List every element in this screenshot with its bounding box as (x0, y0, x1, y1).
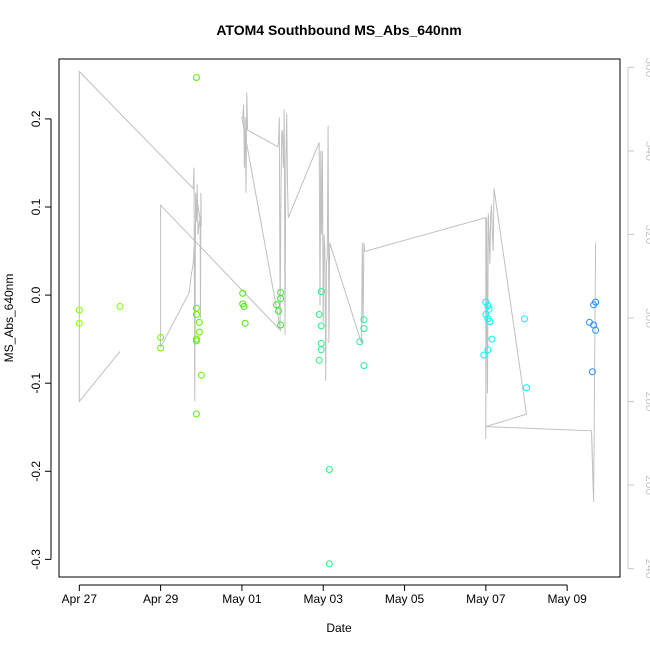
data-point (360, 316, 368, 324)
data-point (317, 346, 325, 354)
data-point (360, 325, 368, 333)
data-point (317, 322, 325, 330)
data-point (315, 356, 323, 364)
data-point (157, 344, 165, 352)
data-point (275, 307, 282, 315)
x-tick-label: Apr 29 (143, 592, 179, 606)
data-point (195, 328, 203, 336)
y-tick-label: 0.0 (29, 286, 43, 303)
y-tick-label: 0.1 (29, 198, 43, 215)
data-point (157, 333, 165, 341)
data-point (488, 335, 496, 343)
data-point (317, 340, 325, 347)
data-point (195, 318, 203, 326)
data-point (592, 298, 600, 306)
data-point (486, 318, 494, 325)
data-point (75, 319, 83, 327)
y2-tick-label: 260 (643, 475, 650, 495)
data-point (523, 384, 530, 392)
data-point (521, 315, 528, 323)
data-point (325, 560, 333, 568)
x-tick-label: May 07 (466, 592, 506, 606)
data-point (592, 326, 600, 334)
y2-tick-label: 300 (643, 308, 650, 328)
data-point (317, 288, 325, 296)
data-point (482, 311, 490, 318)
y-axis-left: -0.3 -0.2 -0.1 0.0 0.1 0.2 (29, 110, 52, 570)
data-point (239, 289, 247, 297)
scatter-points (75, 74, 600, 568)
data-point (192, 410, 200, 418)
x-axis: Apr 27 Apr 29 May 01 May 03 May 05 May 07 May … (62, 584, 587, 606)
x-tick-label: Apr 27 (62, 592, 98, 606)
data-point (356, 338, 364, 346)
data-point (485, 305, 493, 313)
data-point (75, 306, 83, 314)
data-point (273, 301, 280, 309)
chart-title: ATOM4 Southbound MS_Abs_640nm (216, 22, 461, 38)
x-tick-label: May 09 (547, 592, 587, 606)
y2-tick-label: 240 (643, 559, 650, 579)
y2-tick-label: 360 (643, 57, 650, 77)
data-point (588, 368, 596, 376)
y2-tick-label: 340 (643, 141, 650, 161)
data-point (484, 302, 492, 310)
y-axis-label: MS_Abs_640nm (2, 274, 16, 363)
y2-tick-label: 280 (643, 392, 650, 412)
x-tick-label: May 01 (222, 592, 262, 606)
data-point (192, 311, 200, 318)
y-tick-label: -0.2 (29, 461, 43, 482)
data-point (197, 371, 205, 379)
data-point (482, 298, 490, 306)
y-axis-right: 240 260 280 300 320 340 360 (627, 57, 650, 579)
data-point (315, 311, 323, 318)
plot-frame (58, 58, 621, 578)
y2-tick-label: 320 (643, 224, 650, 244)
data-point (480, 351, 488, 359)
data-point (277, 321, 285, 329)
data-point (360, 362, 368, 370)
data-point (192, 74, 200, 81)
data-point (277, 295, 285, 303)
y-tick-label: 0.2 (29, 110, 43, 127)
x-axis-label: Date (326, 621, 352, 635)
x-tick-label: May 03 (304, 592, 344, 606)
data-point (325, 466, 333, 473)
y-tick-label: -0.1 (29, 373, 43, 394)
series-line (78, 70, 597, 502)
data-point (240, 303, 248, 310)
line-series (78, 70, 597, 502)
data-point (116, 303, 124, 310)
data-point (192, 337, 200, 345)
y-tick-label: -0.3 (29, 549, 43, 570)
data-point (484, 346, 492, 354)
x-tick-label: May 05 (385, 592, 425, 606)
data-point (241, 319, 249, 327)
